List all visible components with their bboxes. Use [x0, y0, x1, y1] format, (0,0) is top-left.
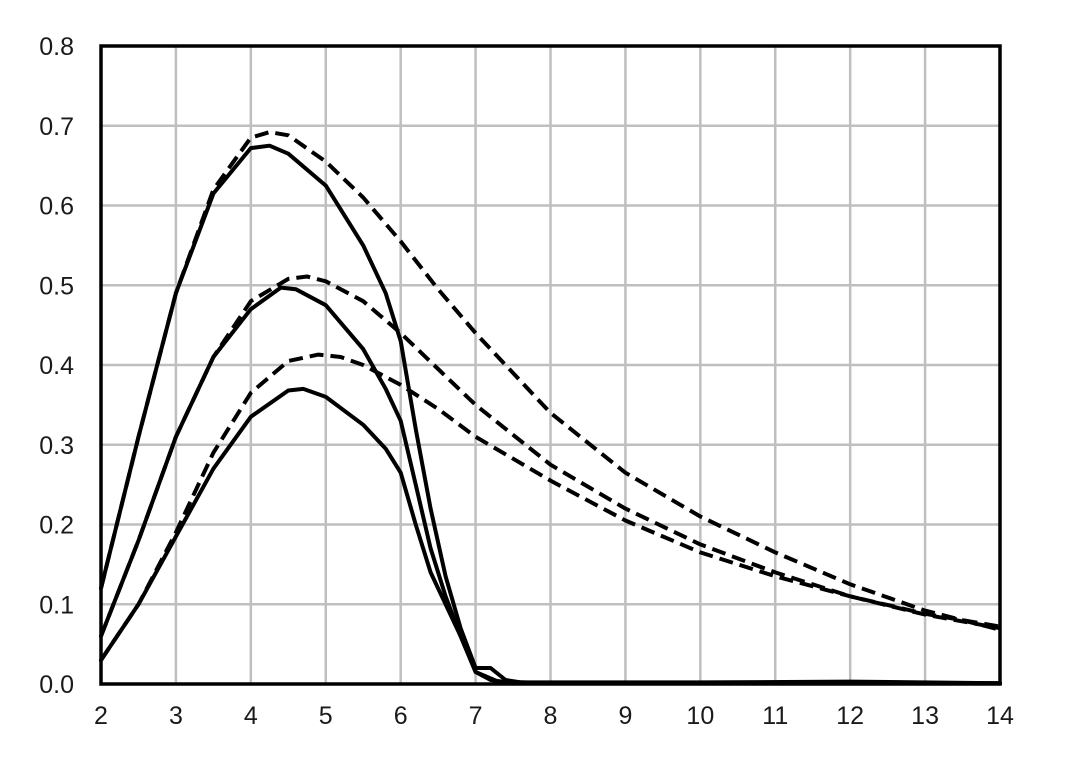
y-tick-label: 0.7	[39, 113, 74, 141]
series-lines	[99, 130, 1002, 686]
y-tick-label: 0.0	[39, 671, 74, 699]
series-line-5-dashed	[99, 352, 1001, 662]
x-tick-label: 11	[762, 702, 788, 730]
x-tick-label: 4	[244, 702, 258, 730]
plot-area-frame	[99, 44, 1002, 686]
x-tick-label: 14	[986, 702, 1014, 730]
y-tick-label: 0.6	[39, 193, 74, 221]
y-tick-label: 0.2	[39, 512, 74, 540]
x-tick-label: 9	[618, 702, 632, 730]
y-tick-label: 0.1	[39, 591, 74, 619]
x-tick-label: 7	[469, 702, 483, 730]
x-tick-label: 5	[319, 702, 333, 730]
series-line-1-dashed	[99, 130, 1001, 632]
y-axis-tick-labels: 0.0 0.1 0.2 0.3 0.4 0.5 0.6 0.7 0.8	[39, 33, 74, 699]
x-tick-label: 8	[544, 702, 558, 730]
y-tick-label: 0.3	[39, 432, 74, 460]
y-tick-label: 0.8	[39, 33, 74, 61]
x-tick-label: 6	[394, 702, 408, 730]
y-tick-label: 0.4	[39, 352, 74, 380]
x-tick-label: 10	[686, 702, 714, 730]
x-tick-label: 12	[836, 702, 864, 730]
x-tick-label: 13	[911, 702, 939, 730]
y-tick-label: 0.5	[39, 272, 74, 300]
x-tick-label: 3	[169, 702, 183, 730]
series-line-6-solid	[99, 386, 1002, 686]
x-axis-tick-labels: 2 3 4 5 6 7 8 9 10 11 12 13 14	[94, 702, 1014, 730]
x-tick-label: 2	[94, 702, 108, 730]
